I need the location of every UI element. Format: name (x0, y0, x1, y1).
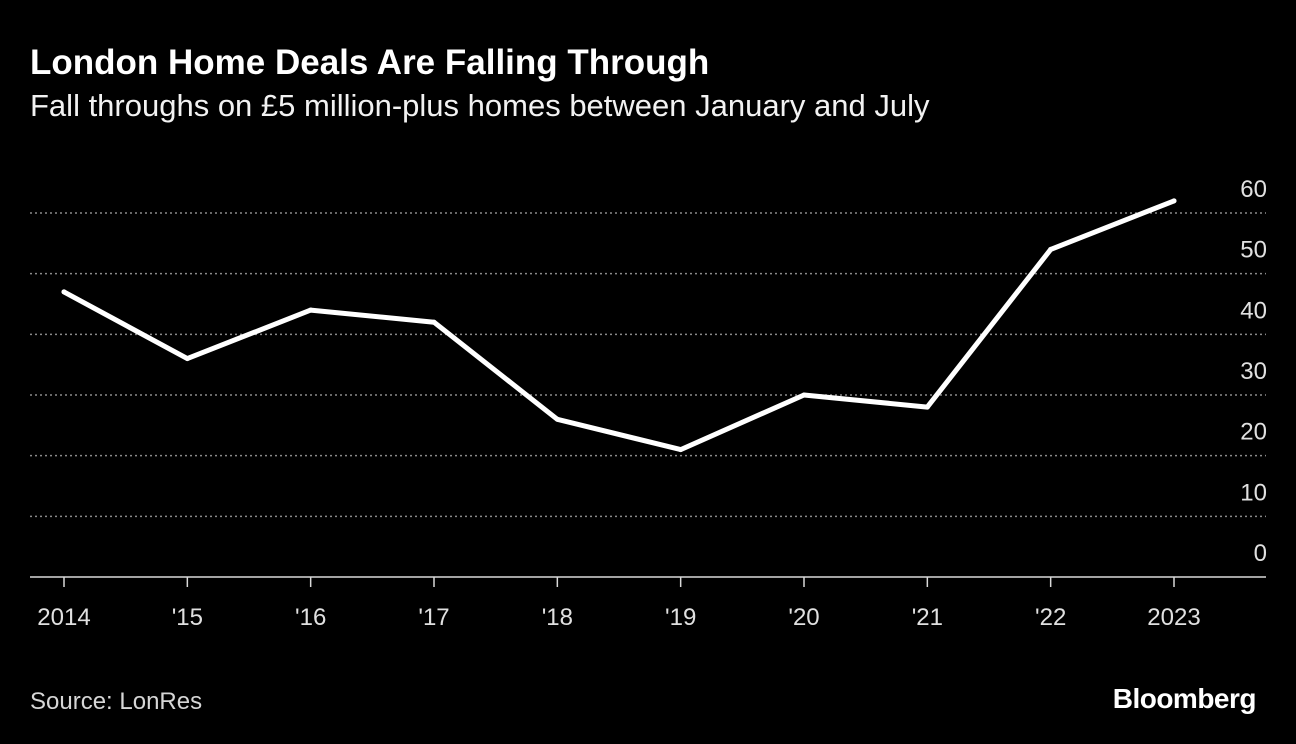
x-tick-label-7: '21 (912, 604, 943, 631)
data-point-5 (678, 447, 684, 453)
data-point-2 (308, 307, 314, 313)
data-point-9 (1171, 198, 1177, 204)
y-tick-label-60: 60 (1240, 176, 1267, 203)
series-layer (61, 198, 1177, 453)
data-point-4 (554, 416, 560, 422)
x-tick-label-6: '20 (788, 604, 819, 631)
data-point-0 (61, 289, 67, 295)
x-tick-label-0: 2014 (37, 604, 90, 631)
x-tick-label-8: '22 (1035, 604, 1066, 631)
chart-title: London Home Deals Are Falling Through (30, 43, 710, 82)
data-point-1 (184, 356, 190, 362)
x-axis: 2014 '15 '16 '17 '18 '19 '20 '21 '22 2023 (30, 576, 1266, 631)
series-line-0 (61, 198, 1177, 453)
chart-subtitle: Fall throughs on £5 million-plus homes b… (30, 88, 930, 123)
y-tick-label-40: 40 (1240, 297, 1267, 324)
y-tick-label-20: 20 (1240, 419, 1267, 446)
x-tick-label-9: 2023 (1147, 604, 1200, 631)
y-tick-label-10: 10 (1240, 479, 1267, 506)
x-tick-label-4: '18 (542, 604, 573, 631)
gridlines (30, 212, 1266, 518)
source-note: Source: LonRes (30, 688, 203, 715)
x-tick-label-1: '15 (172, 604, 203, 631)
data-point-6 (801, 392, 807, 398)
y-tick-label-30: 30 (1240, 358, 1267, 385)
data-point-8 (1048, 246, 1054, 252)
x-tick-label-3: '17 (418, 604, 449, 631)
x-tick-label-5: '19 (665, 604, 696, 631)
brand-logo: Bloomberg (1112, 683, 1257, 714)
y-tick-label-0: 0 (1254, 540, 1267, 567)
y-tick-label-50: 50 (1240, 237, 1267, 264)
data-point-7 (924, 404, 930, 410)
y-axis-tick-labels: 0 10 20 30 40 50 60 (1240, 176, 1267, 567)
x-tick-label-2: '16 (295, 604, 326, 631)
data-point-3 (431, 319, 437, 325)
